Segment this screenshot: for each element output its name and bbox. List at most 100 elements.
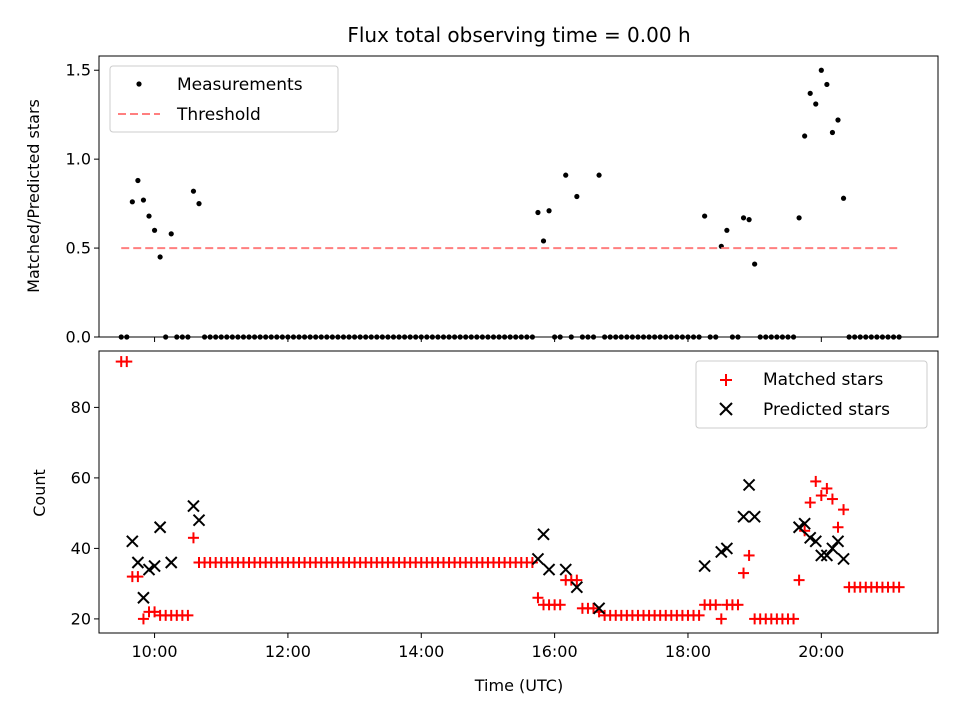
matched-star-marker (526, 557, 538, 568)
predicted-star-marker (126, 535, 139, 548)
matched-star-marker (793, 574, 805, 586)
measurement-point (818, 67, 824, 73)
bottom-y-ticks: 20 40 60 80 (71, 398, 99, 628)
matched-star-marker (187, 532, 199, 544)
predicted-star-marker (820, 549, 834, 562)
predicted-star-marker (720, 542, 734, 555)
predicted-star-marker (187, 499, 200, 513)
bottom-y-tick-label: 40 (71, 539, 91, 558)
bottom-y-tick-label: 20 (71, 609, 91, 628)
bottom-plot-frame (98, 350, 939, 634)
matched-star-marker (788, 613, 800, 625)
bottom-x-tick-label: 18:00 (665, 642, 711, 661)
predicted-star-marker (698, 559, 711, 573)
predicted-star-marker (570, 580, 584, 594)
measurement-point (151, 227, 158, 233)
predicted-stars-markers (126, 478, 850, 615)
matched-stars-markers (115, 356, 905, 625)
predicted-star-marker (165, 556, 178, 569)
matched-star-marker (137, 613, 149, 625)
bottom-x-tick-label: 14:00 (398, 642, 444, 661)
predicted-star-marker (142, 563, 156, 576)
top-y-axis-label: Matched/Predicted stars (24, 99, 43, 293)
legend-matched-marker (720, 374, 732, 386)
measurement-point (535, 209, 541, 216)
predicted-star-marker (537, 528, 550, 541)
legend-threshold-label: Threshold (176, 105, 261, 125)
measurement-point (835, 117, 841, 123)
predicted-star-marker (192, 513, 206, 527)
top-plot-panel: 0.0 0.5 1.0 1.5 Matched/Predicted stars Mea… (24, 55, 939, 347)
top-legend-box (109, 65, 339, 133)
matched-star-marker (132, 571, 144, 583)
matched-star-marker (710, 599, 722, 611)
legend-matched-label: Matched stars (763, 370, 883, 390)
matched-star-marker (832, 521, 844, 533)
x-axis-label: Time (UTC) (474, 676, 563, 695)
measurement-point (157, 254, 163, 260)
bottom-y-tick-label: 80 (71, 398, 91, 417)
predicted-star-marker (542, 563, 556, 576)
measurement-point (829, 129, 836, 136)
bottom-x-tick-label: 16:00 (532, 642, 578, 661)
top-legend: Measurements Threshold (109, 65, 339, 133)
measurement-point (540, 238, 547, 244)
bottom-x-ticks: 10:00 12:00 14:00 16:00 18:00 20:00 (132, 633, 844, 661)
matched-star-marker (571, 574, 583, 586)
predicted-star-marker (803, 531, 817, 545)
predicted-star-marker (531, 552, 545, 566)
matched-star-marker (799, 525, 811, 537)
matched-star-marker (732, 599, 744, 611)
measurement-point (190, 188, 197, 194)
matched-star-marker (810, 475, 822, 487)
predicted-star-marker (826, 542, 839, 555)
measurement-point (129, 199, 135, 205)
matched-star-marker (838, 504, 850, 516)
bottom-legend-box (695, 360, 928, 429)
top-y-ticks: 0.0 0.5 1.0 1.5 (66, 61, 99, 347)
legend-measurements-marker (136, 81, 142, 87)
predicted-star-marker (742, 478, 756, 492)
measurement-point (740, 215, 747, 221)
predicted-star-marker (792, 521, 806, 534)
bottom-y-axis-label: Count (30, 469, 49, 517)
measurement-point (135, 177, 141, 184)
measurement-point (824, 81, 830, 88)
top-x-ticks (154, 337, 822, 342)
matched-star-marker (893, 581, 905, 593)
predicted-star-marker (153, 521, 167, 534)
top-y-tick-label: 0.0 (66, 328, 91, 347)
matched-star-marker (588, 602, 600, 614)
measurement-point (702, 213, 708, 219)
top-y-tick-label: 1.5 (66, 61, 91, 80)
matched-star-marker (149, 606, 161, 618)
measurement-point (796, 215, 802, 221)
measurement-point (746, 217, 752, 223)
predicted-star-marker (148, 559, 161, 573)
measurement-point (813, 101, 819, 107)
matched-star-marker (738, 567, 750, 579)
matched-star-marker (821, 482, 833, 494)
measurement-point (546, 208, 552, 214)
bottom-legend: Matched stars Predicted stars (695, 360, 928, 429)
predicted-star-marker (831, 535, 845, 548)
predicted-star-marker (715, 545, 728, 559)
predicted-star-marker (737, 510, 750, 523)
legend-predicted-label: Predicted stars (763, 400, 890, 420)
predicted-star-marker (137, 591, 150, 604)
matched-star-marker (826, 493, 838, 505)
top-y-tick-label: 0.5 (66, 239, 91, 258)
matched-star-marker (804, 497, 816, 509)
measurement-point (140, 197, 147, 203)
predicted-star-marker (837, 552, 850, 566)
measurement-point (596, 172, 602, 178)
predicted-star-marker (592, 602, 606, 615)
predicted-star-marker (748, 510, 761, 523)
measurement-point (574, 193, 580, 200)
measurement-point (752, 261, 758, 267)
matched-star-marker (815, 490, 827, 502)
matched-star-marker (182, 609, 194, 621)
matched-star-marker (554, 599, 566, 611)
